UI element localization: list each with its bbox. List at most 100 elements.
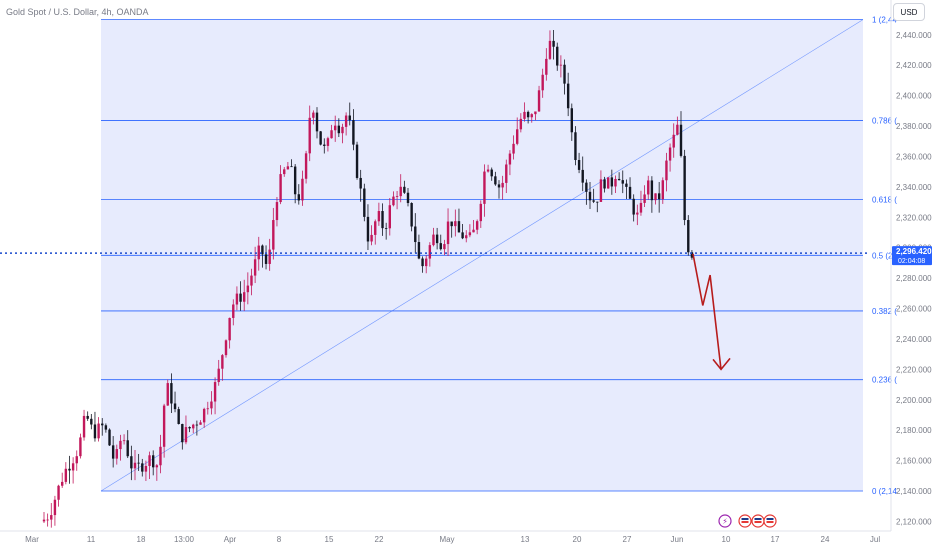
candle-body (676, 124, 679, 135)
candle-body (657, 193, 661, 200)
candle-body (636, 212, 639, 215)
candle-body (290, 166, 293, 168)
flag-stripe (741, 518, 749, 520)
candle-body (122, 440, 126, 442)
candle-body (679, 124, 683, 156)
candle-body (639, 202, 643, 213)
candle-body (370, 234, 373, 242)
y-tick-label: 2,220.000 (896, 365, 932, 374)
candle-body (406, 192, 410, 204)
candle-body (461, 232, 464, 239)
x-tick-label: Jun (671, 535, 684, 544)
candle-body (588, 191, 592, 201)
candle-body (319, 131, 322, 145)
candle-body (210, 401, 213, 409)
candle-body (643, 194, 646, 203)
candle-body (257, 245, 260, 260)
candle-body (585, 182, 588, 192)
candle-body (253, 259, 257, 276)
candle-body (75, 456, 78, 464)
candle-body (283, 169, 286, 175)
y-tick-label: 2,180.000 (896, 426, 932, 435)
flag-stripe (754, 521, 762, 523)
candle-body (603, 179, 606, 189)
candle-body (315, 112, 319, 132)
x-tick-label: Jul (870, 535, 880, 544)
candle-body (439, 243, 442, 250)
candle-body (545, 58, 548, 75)
candle-body (366, 216, 370, 242)
x-tick-label: 22 (375, 535, 384, 544)
candle-body (592, 200, 595, 202)
flag-stripe (766, 518, 774, 520)
x-tick-label: 24 (821, 535, 830, 544)
candle-body (530, 114, 533, 118)
candle-body (428, 245, 432, 259)
candle-body (86, 415, 89, 419)
fib-label-5: 0.236 ( (872, 376, 897, 385)
candle-body (308, 117, 311, 154)
candle-body (468, 232, 472, 236)
candle-body (181, 423, 184, 443)
candle-body (512, 143, 515, 154)
candle-body (243, 292, 246, 302)
candle-body (326, 138, 330, 146)
price-label-countdown: 02:04:08 (898, 258, 925, 265)
candle-body (93, 424, 97, 439)
candle-body (312, 112, 315, 118)
candle-body (301, 178, 304, 201)
y-tick-label: 2,280.000 (896, 274, 932, 283)
fib-label-1: 0.786 ( (872, 116, 897, 125)
candle-body (665, 160, 668, 181)
candle-body (559, 64, 563, 66)
candle-body (683, 155, 686, 221)
candle-body (279, 174, 282, 203)
candle-body (395, 196, 399, 197)
candle-body (162, 405, 166, 447)
candle-body (610, 177, 614, 187)
candle-body (101, 423, 104, 426)
candle-body (155, 465, 159, 468)
candle-body (457, 221, 461, 233)
candle-body (206, 408, 209, 410)
candle-body (108, 429, 111, 446)
candle-body (221, 355, 224, 369)
candle-body (348, 115, 351, 121)
candle-body (170, 383, 173, 404)
candle-body (79, 437, 82, 457)
candle-body (483, 171, 486, 204)
candle-body (232, 304, 235, 318)
candle-body (68, 468, 71, 471)
candle-body (534, 111, 537, 115)
candle-body (119, 440, 122, 450)
candle-body (690, 252, 694, 258)
candle-body (443, 244, 446, 250)
x-tick-label: 15 (325, 535, 334, 544)
candle-body (199, 422, 202, 425)
candle-body (556, 46, 559, 66)
candle-body (647, 180, 650, 195)
symbol-title: Gold Spot / U.S. Dollar, 4h, OANDA (6, 7, 149, 17)
candle-body (104, 425, 108, 430)
candle-body (224, 340, 228, 356)
fib-label-4: 0.382 ( (872, 307, 897, 316)
candle-body (508, 153, 512, 165)
x-tick-label: 8 (277, 535, 282, 544)
candle-body (188, 427, 191, 429)
candle-body (115, 449, 118, 459)
lightning-event-icon[interactable] (718, 514, 732, 528)
currency-button[interactable]: USD (893, 3, 925, 21)
x-tick-label: 13 (521, 535, 530, 544)
y-tick-label: 2,160.000 (896, 457, 932, 466)
candle-body (286, 166, 290, 170)
candle-body (217, 368, 220, 383)
candle-body (625, 183, 628, 187)
projection-arrowhead (712, 357, 731, 371)
candle-body (173, 403, 177, 410)
candle-body (548, 40, 552, 59)
candle-body (374, 221, 377, 235)
candle-body (239, 293, 242, 302)
candle-body (355, 144, 359, 178)
y-tick-label: 2,360.000 (896, 152, 932, 161)
